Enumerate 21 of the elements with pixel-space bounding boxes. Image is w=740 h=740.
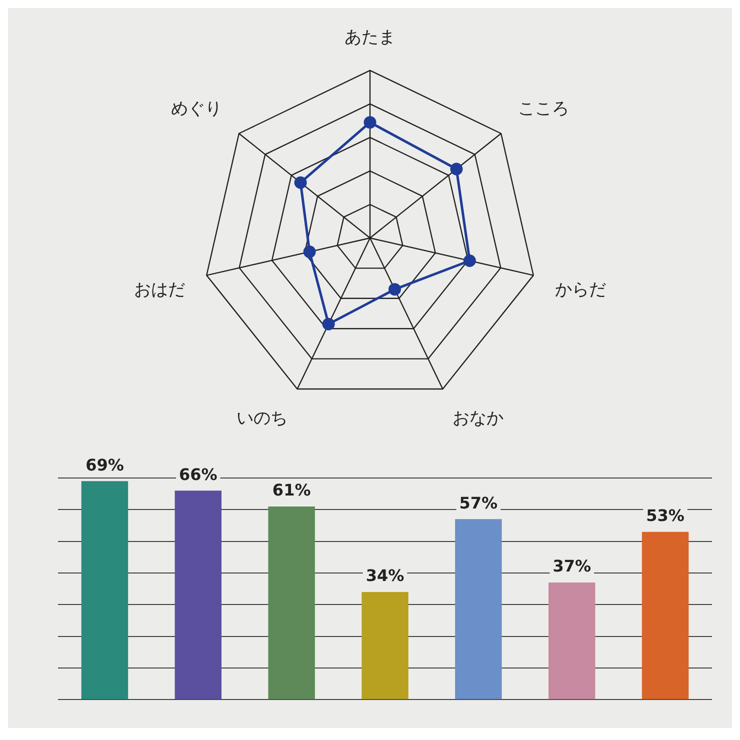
bar bbox=[174, 490, 222, 700]
spoke-label: めぐり bbox=[170, 99, 222, 120]
spoke-label: おはだ bbox=[134, 280, 186, 300]
bar bbox=[642, 532, 689, 700]
bar bbox=[455, 519, 502, 700]
spoke-label: こころ bbox=[518, 99, 570, 120]
data-label: 53% bbox=[646, 506, 684, 525]
bar bbox=[362, 592, 408, 700]
bar bbox=[81, 481, 128, 700]
bar bbox=[548, 582, 596, 700]
data-label: 37% bbox=[552, 556, 592, 576]
data-label: 66% bbox=[178, 464, 218, 484]
spoke-label: からだ bbox=[554, 280, 606, 300]
data-label: 34% bbox=[366, 566, 404, 586]
bar bbox=[268, 506, 315, 700]
spoke-label: おなか bbox=[452, 408, 504, 428]
spoke-label: いのち bbox=[236, 408, 288, 428]
data-label: 57% bbox=[459, 493, 498, 512]
data-label: 69% bbox=[86, 455, 124, 474]
spoke-label: あたま bbox=[344, 28, 396, 48]
data-label: 61% bbox=[272, 480, 311, 500]
